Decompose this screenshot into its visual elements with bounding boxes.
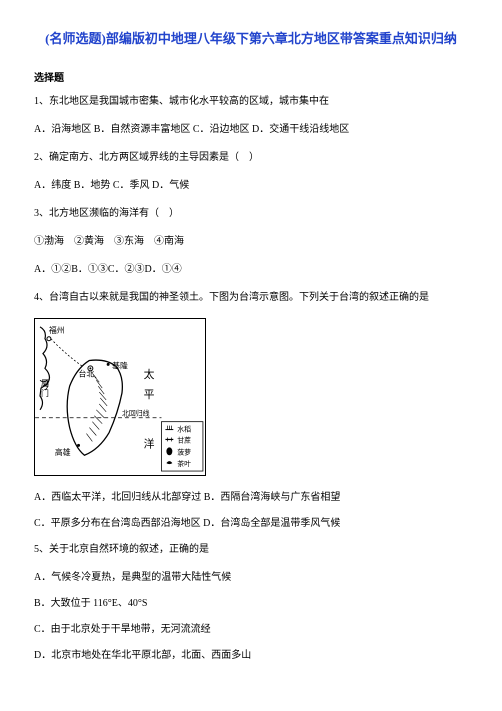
legend-rice: 水稻 bbox=[177, 425, 191, 434]
question-5-option-a: A．气候冬冷夏热，是典型的温带大陆性气候 bbox=[34, 570, 468, 586]
ocean-ping: 平 bbox=[144, 389, 155, 401]
question-3-options: A．①②B．①③C．②③D．①④ bbox=[34, 262, 468, 278]
legend-tea: 茶叶 bbox=[177, 459, 191, 468]
question-5: 5、关于北京自然环境的叙述，正确的是 bbox=[34, 542, 468, 558]
question-4: 4、台湾自古以来就是我国的神圣领土。下图为台湾示意图。下列关于台湾的叙述正确的是 bbox=[34, 290, 468, 306]
question-5-option-d: D．北京市地处在华北平原北部，北面、西面多山 bbox=[34, 648, 468, 664]
legend-sugarcane: 甘蔗 bbox=[177, 435, 191, 444]
question-2-options: A．纬度 B．地势 C．季风 D．气候 bbox=[34, 178, 468, 194]
city-jilong: 基隆 bbox=[112, 360, 128, 370]
city-gaoxiong: 高雄 bbox=[55, 447, 71, 457]
ocean-yang: 洋 bbox=[144, 436, 155, 450]
question-1-options: A．沿海地区 B．自然资源丰富地区 C．沿边地区 D．交通干线沿线地区 bbox=[34, 122, 468, 138]
map-container: 厦 门 福州 台北 基隆 高雄 太 平 洋 北回归线 bbox=[34, 318, 468, 476]
legend-pineapple: 菠萝 bbox=[177, 447, 191, 456]
taiwan-map: 厦 门 福州 台北 基隆 高雄 太 平 洋 北回归线 bbox=[34, 318, 206, 476]
question-5-option-c: C．由于北京处于干旱地带，无河流流经 bbox=[34, 622, 468, 638]
question-2: 2、确定南方、北方两区域界线的主导因素是（ ） bbox=[34, 150, 468, 166]
ocean-tai: 太 bbox=[144, 368, 155, 381]
question-3-circles: ①渤海 ②黄海 ③东海 ④南海 bbox=[34, 234, 468, 250]
question-5-option-b: B．大致位于 116°E、40°S bbox=[34, 596, 468, 612]
tropic-line: 北回归线 bbox=[122, 409, 150, 418]
svg-text:门: 门 bbox=[41, 388, 49, 398]
city-taibei: 台北 bbox=[79, 368, 95, 378]
question-1: 1、东北地区是我国城市密集、城市化水平较高的区域，城市集中在 bbox=[34, 94, 468, 110]
city-xiamen: 厦 bbox=[41, 379, 49, 388]
question-4-option-ab: A．西临太平洋，北回归线从北部穿过 B．西隔台湾海峡与广东省相望 bbox=[34, 490, 468, 506]
question-3: 3、北方地区濒临的海洋有（ ） bbox=[34, 206, 468, 222]
page-title: (名师选题)部编版初中地理八年级下第六章北方地区带答案重点知识归纳 bbox=[34, 28, 468, 47]
section-header: 选择题 bbox=[34, 69, 468, 84]
city-fuzhou: 福州 bbox=[49, 326, 65, 335]
question-4-option-cd: C．平原多分布在台湾岛西部沿海地区 D．台湾岛全部是温带季风气候 bbox=[34, 516, 468, 532]
